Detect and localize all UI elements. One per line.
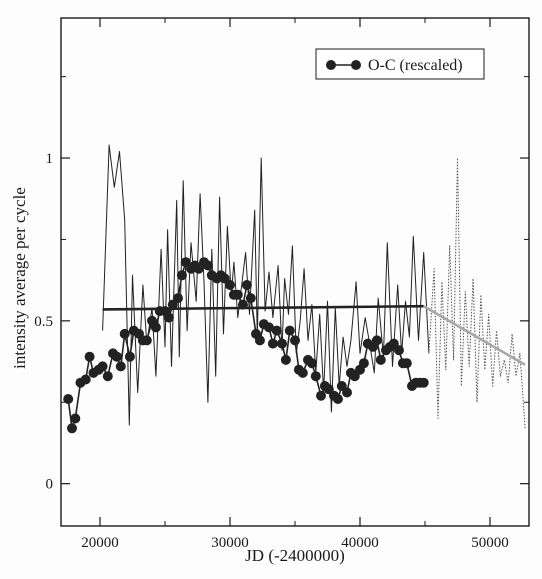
y-axis-label: intensity average per cycle [10,187,29,369]
trend-line [423,305,526,366]
oc-point [290,335,300,346]
oc-point [115,361,126,372]
oc-point [306,358,317,369]
oc-point [277,338,287,349]
y-tick-label: 0.5 [34,314,53,330]
legend-marker-left [326,60,336,70]
plot-frame [60,17,530,527]
oc-point [271,325,282,336]
intensity-dotted-line [428,157,526,429]
oc-point [163,312,174,323]
x-axis-label: JD (-2400000) [245,546,345,565]
oc-point [267,338,278,349]
oc-point [241,280,252,290]
oc-point [150,322,161,333]
oc-point [358,358,369,369]
oc-point [332,394,343,404]
x-tick-label: 50000 [471,535,509,551]
legend: O-C (rescaled) [315,48,485,80]
oc-point [102,371,113,382]
oc-point [316,390,326,401]
oc-point [67,423,77,434]
oc-point [245,293,256,304]
oc-point [310,371,321,382]
oc-point [264,322,274,333]
oc-point [119,328,130,339]
oc-point [394,345,404,356]
y-tick-label: 0 [46,477,54,493]
oc-point [342,387,352,398]
x-tick-label: 20000 [81,535,119,551]
oc-point [418,377,429,388]
x-tick-label: 40000 [341,535,379,551]
oc-point [80,374,91,385]
oc-point [173,293,183,304]
oc-point [202,260,213,271]
oc-point [280,354,291,365]
oc-point [254,335,265,346]
tick-group: 20000 30000 40000 50000 0 0.5 1 [34,18,529,551]
series-layer [63,144,526,434]
y-tick-label: 1 [46,151,54,167]
oc-point [284,325,295,336]
oc-point [141,335,152,346]
legend-box [315,48,485,80]
oc-point [176,270,187,281]
oc-point [401,358,412,369]
oc-point [238,299,248,310]
oc-point [84,351,95,362]
trend-line [102,304,424,311]
oc-point [232,289,243,300]
x-tick-label: 30000 [211,535,249,551]
intensity-line [102,144,430,426]
oc-point [225,280,235,290]
oc-point [297,367,308,378]
legend-marker-right [351,60,361,70]
oc-point [111,351,122,362]
oc-point [97,361,108,372]
oc-point [70,413,81,424]
oc-point [63,394,74,404]
oc-point [375,354,386,365]
legend-label: O-C (rescaled) [368,57,463,74]
oc-point [124,351,135,362]
oc-point [371,335,382,346]
